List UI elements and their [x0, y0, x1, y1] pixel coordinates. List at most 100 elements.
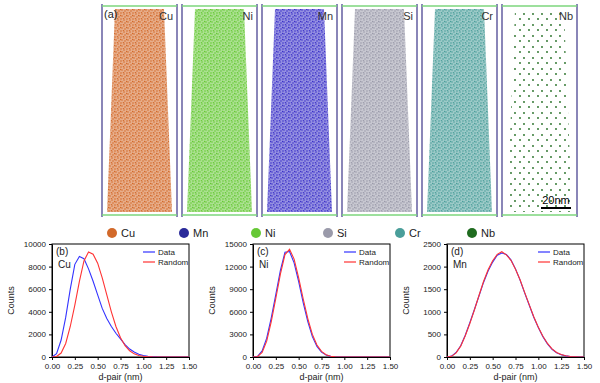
y-tick-label: 10000	[24, 240, 47, 249]
column-cap	[502, 5, 577, 7]
column-cap	[262, 214, 337, 216]
atom-column: Si	[342, 4, 417, 217]
y-tick-mark	[444, 289, 447, 290]
legend-swatch	[251, 228, 261, 238]
x-tick-label: 0.25	[68, 362, 84, 371]
y-tick: 15000	[225, 240, 253, 249]
x-tick: 1.25	[554, 357, 570, 371]
x-tick: 0.50	[291, 357, 307, 371]
y-tick-label: 12000	[225, 263, 248, 272]
y-axis: 03000600090001200015000	[225, 240, 254, 362]
panel-label: (c)	[257, 246, 269, 257]
x-tick: 0.00	[45, 357, 61, 371]
column-edge	[256, 4, 258, 217]
legend-label: Mn	[193, 227, 208, 239]
scale-bar-label: 20nm	[542, 194, 570, 206]
y-tick-label: 6000	[229, 308, 247, 317]
legend-label: Random	[158, 258, 189, 267]
y-tick: 6000	[28, 285, 52, 294]
chart-title: Mn	[453, 259, 467, 270]
x-tick: 0.50	[485, 357, 501, 371]
chart-panel: 0.000.250.500.751.001.251.50030006000900…	[207, 240, 399, 382]
y-axis: 05001000150020002500	[423, 240, 447, 362]
column-cap	[182, 214, 257, 216]
panel-label: (a)	[104, 8, 117, 20]
plot-frame	[52, 244, 189, 357]
legend-swatch	[344, 251, 356, 252]
x-tick: 0.75	[508, 357, 524, 371]
y-tick-mark	[444, 244, 447, 245]
x-tick-mark	[516, 357, 517, 360]
y-tick-label: 6000	[28, 285, 46, 294]
x-tick-label: 1.50	[383, 362, 399, 371]
column-label: Cr	[481, 10, 493, 22]
y-tick-mark	[444, 312, 447, 313]
y-tick: 0	[243, 353, 253, 362]
column-cap	[342, 214, 417, 216]
x-tick-label: 0.00	[45, 362, 61, 371]
chart-title: Cu	[58, 259, 71, 270]
legend: DataRandom	[143, 248, 189, 267]
y-tick-label: 8000	[28, 263, 46, 272]
x-tick-label: 1.25	[360, 362, 376, 371]
x-tick-mark	[143, 357, 144, 360]
x-tick: 1.00	[136, 357, 152, 371]
x-tick-mark	[367, 357, 368, 360]
y-tick-label: 2000	[28, 330, 46, 339]
column-edge	[416, 4, 418, 217]
legend-label: Cr	[409, 227, 421, 239]
y-tick: 10000	[24, 240, 52, 249]
y-tick-label: 3000	[229, 330, 247, 339]
x-tick-mark	[584, 357, 585, 360]
column-cap	[422, 5, 497, 7]
y-axis-title: Counts	[401, 286, 411, 315]
y-tick-mark	[250, 267, 253, 268]
x-tick: 1.50	[577, 357, 593, 371]
x-tick-label: 0.00	[246, 362, 262, 371]
x-tick-label: 0.25	[269, 362, 285, 371]
y-tick: 6000	[229, 308, 253, 317]
x-tick-label: 1.00	[531, 362, 547, 371]
column-edge	[501, 4, 503, 217]
legend-swatch	[538, 261, 550, 262]
y-tick-mark	[250, 244, 253, 245]
x-tick-label: 0.50	[90, 362, 106, 371]
atom-cloud	[267, 9, 332, 212]
x-tick-mark	[166, 357, 167, 360]
x-tick: 1.50	[383, 357, 399, 371]
y-tick-mark	[250, 334, 253, 335]
atom-cloud	[427, 9, 492, 212]
column-cap	[182, 5, 257, 7]
y-tick-label: 1000	[423, 308, 441, 317]
column-edge	[181, 4, 183, 217]
x-tick: 0.25	[68, 357, 84, 371]
atom-cloud	[107, 9, 172, 212]
legend-label: Random	[359, 258, 390, 267]
atom-column: Ni	[182, 4, 257, 217]
y-tick-label: 4000	[28, 308, 46, 317]
x-tick-label: 0.50	[485, 362, 501, 371]
x-tick-label: 1.50	[577, 362, 593, 371]
x-tick-label: 1.00	[136, 362, 152, 371]
column-cap	[422, 214, 497, 216]
column-cap	[262, 5, 337, 7]
x-axis: 0.000.250.500.751.001.251.50	[440, 357, 593, 371]
column-edge	[421, 4, 423, 217]
chart-panel: 0.000.250.500.751.001.251.50020004000600…	[6, 240, 198, 382]
atom-column: Mn	[262, 4, 337, 217]
y-tick-mark	[49, 334, 52, 335]
y-tick-mark	[444, 334, 447, 335]
atom-column: Cu	[102, 4, 177, 217]
legend-swatch	[143, 251, 155, 252]
plot-marks	[253, 249, 390, 357]
chart-title: Ni	[259, 259, 268, 270]
column-edge	[261, 4, 263, 217]
y-tick-mark	[444, 357, 447, 358]
atom-column: Nb	[502, 4, 577, 217]
x-tick-mark	[299, 357, 300, 360]
plot-frame	[253, 244, 390, 357]
x-tick-mark	[470, 357, 471, 360]
legend: DataRandom	[344, 248, 390, 267]
column-edge	[496, 4, 498, 217]
legend-swatch	[538, 251, 550, 252]
